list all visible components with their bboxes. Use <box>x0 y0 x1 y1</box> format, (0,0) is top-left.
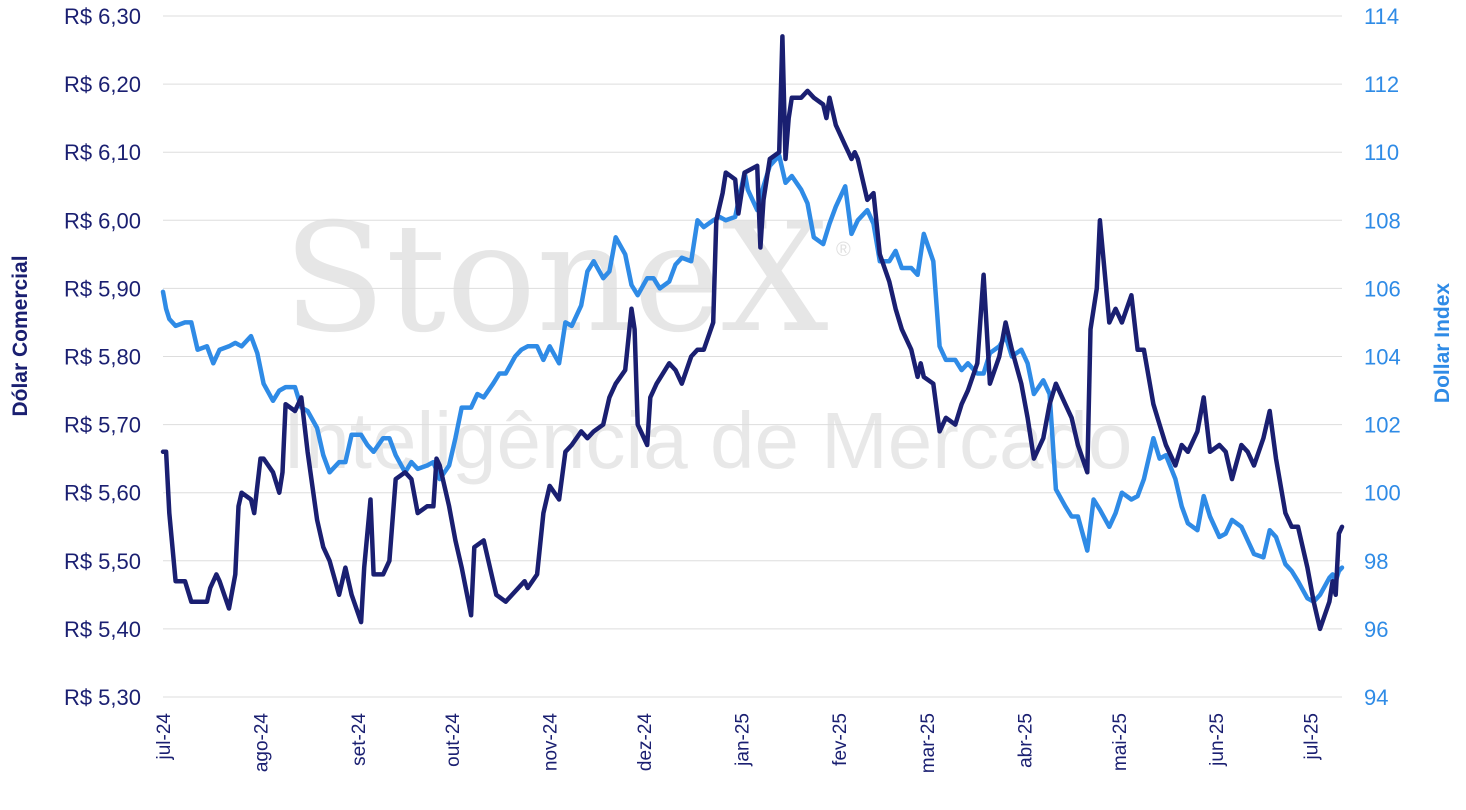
left-axis-tick-label: R$ 5,90 <box>64 276 141 301</box>
right-axis-tick-label: 100 <box>1364 481 1401 506</box>
x-axis-tick-label: mar-25 <box>918 713 939 773</box>
left-axis-tick-label: R$ 5,70 <box>64 413 141 438</box>
left-axis-tick-label: R$ 6,00 <box>64 208 141 233</box>
left-axis-tick-label: R$ 5,80 <box>64 345 141 370</box>
right-axis-title: Dollar Index <box>1431 283 1454 404</box>
watermark: StoneX ® Inteligência de Mercado <box>283 192 1132 485</box>
left-axis-tick-label: R$ 5,60 <box>64 481 141 506</box>
right-axis-tick-label: 104 <box>1364 345 1401 370</box>
watermark-registered-mark: ® <box>836 239 851 261</box>
left-axis-tick-label: R$ 5,40 <box>64 617 141 642</box>
left-axis-ticks: R$ 5,30 R$ 5,40 R$ 5,50 R$ 5,60 R$ 5,70 R$ 5,… <box>64 4 141 710</box>
right-axis-tick-label: 94 <box>1364 685 1388 710</box>
x-axis-ticks: jul-24 ago-24 set-24 out-24 nov-24 dez-24 jan-… <box>154 713 1323 774</box>
x-axis-tick-label: jul-25 <box>1302 713 1323 760</box>
x-axis-tick-label: jul-24 <box>154 713 175 761</box>
left-axis-title: Dólar Comercial <box>9 255 32 416</box>
watermark-logo: StoneX <box>283 192 829 366</box>
dolar-comercial-series-line <box>160 34 1345 632</box>
x-axis-tick-label: fev-25 <box>830 713 851 766</box>
x-axis-tick-label: jun-25 <box>1207 713 1228 767</box>
right-axis-tick-label: 96 <box>1364 617 1388 642</box>
x-axis-tick-label: ago-24 <box>251 713 272 773</box>
watermark-subtitle: Inteligência de Mercado <box>283 396 1132 485</box>
series-layer <box>160 34 1345 632</box>
right-axis-tick-label: 108 <box>1364 208 1401 233</box>
right-axis-tick-label: 106 <box>1364 276 1401 301</box>
x-axis-tick-label: abr-25 <box>1015 713 1036 768</box>
right-axis-tick-label: 112 <box>1364 72 1399 97</box>
x-axis-tick-label: mai-25 <box>1110 713 1131 771</box>
right-axis-tick-label: 110 <box>1364 140 1399 165</box>
x-axis-tick-label: jan-25 <box>732 713 753 767</box>
right-axis-tick-label: 98 <box>1364 549 1388 574</box>
left-axis-tick-label: R$ 6,10 <box>64 140 141 165</box>
right-axis-ticks: 94 96 98 100 102 104 106 108 110 112 114 <box>1364 4 1401 710</box>
left-axis-tick-label: R$ 6,30 <box>64 4 141 29</box>
left-axis-tick-label: R$ 5,50 <box>64 549 141 574</box>
x-axis-tick-label: dez-24 <box>635 713 656 772</box>
x-axis-tick-label: set-24 <box>349 713 370 766</box>
left-axis-tick-label: R$ 5,30 <box>64 685 141 710</box>
x-axis-tick-label: nov-24 <box>541 713 562 772</box>
x-axis-tick-label: out-24 <box>443 713 464 767</box>
left-axis-tick-label: R$ 6,20 <box>64 72 141 97</box>
right-axis-tick-label: 102 <box>1364 413 1401 438</box>
right-axis-tick-label: 114 <box>1364 4 1399 29</box>
